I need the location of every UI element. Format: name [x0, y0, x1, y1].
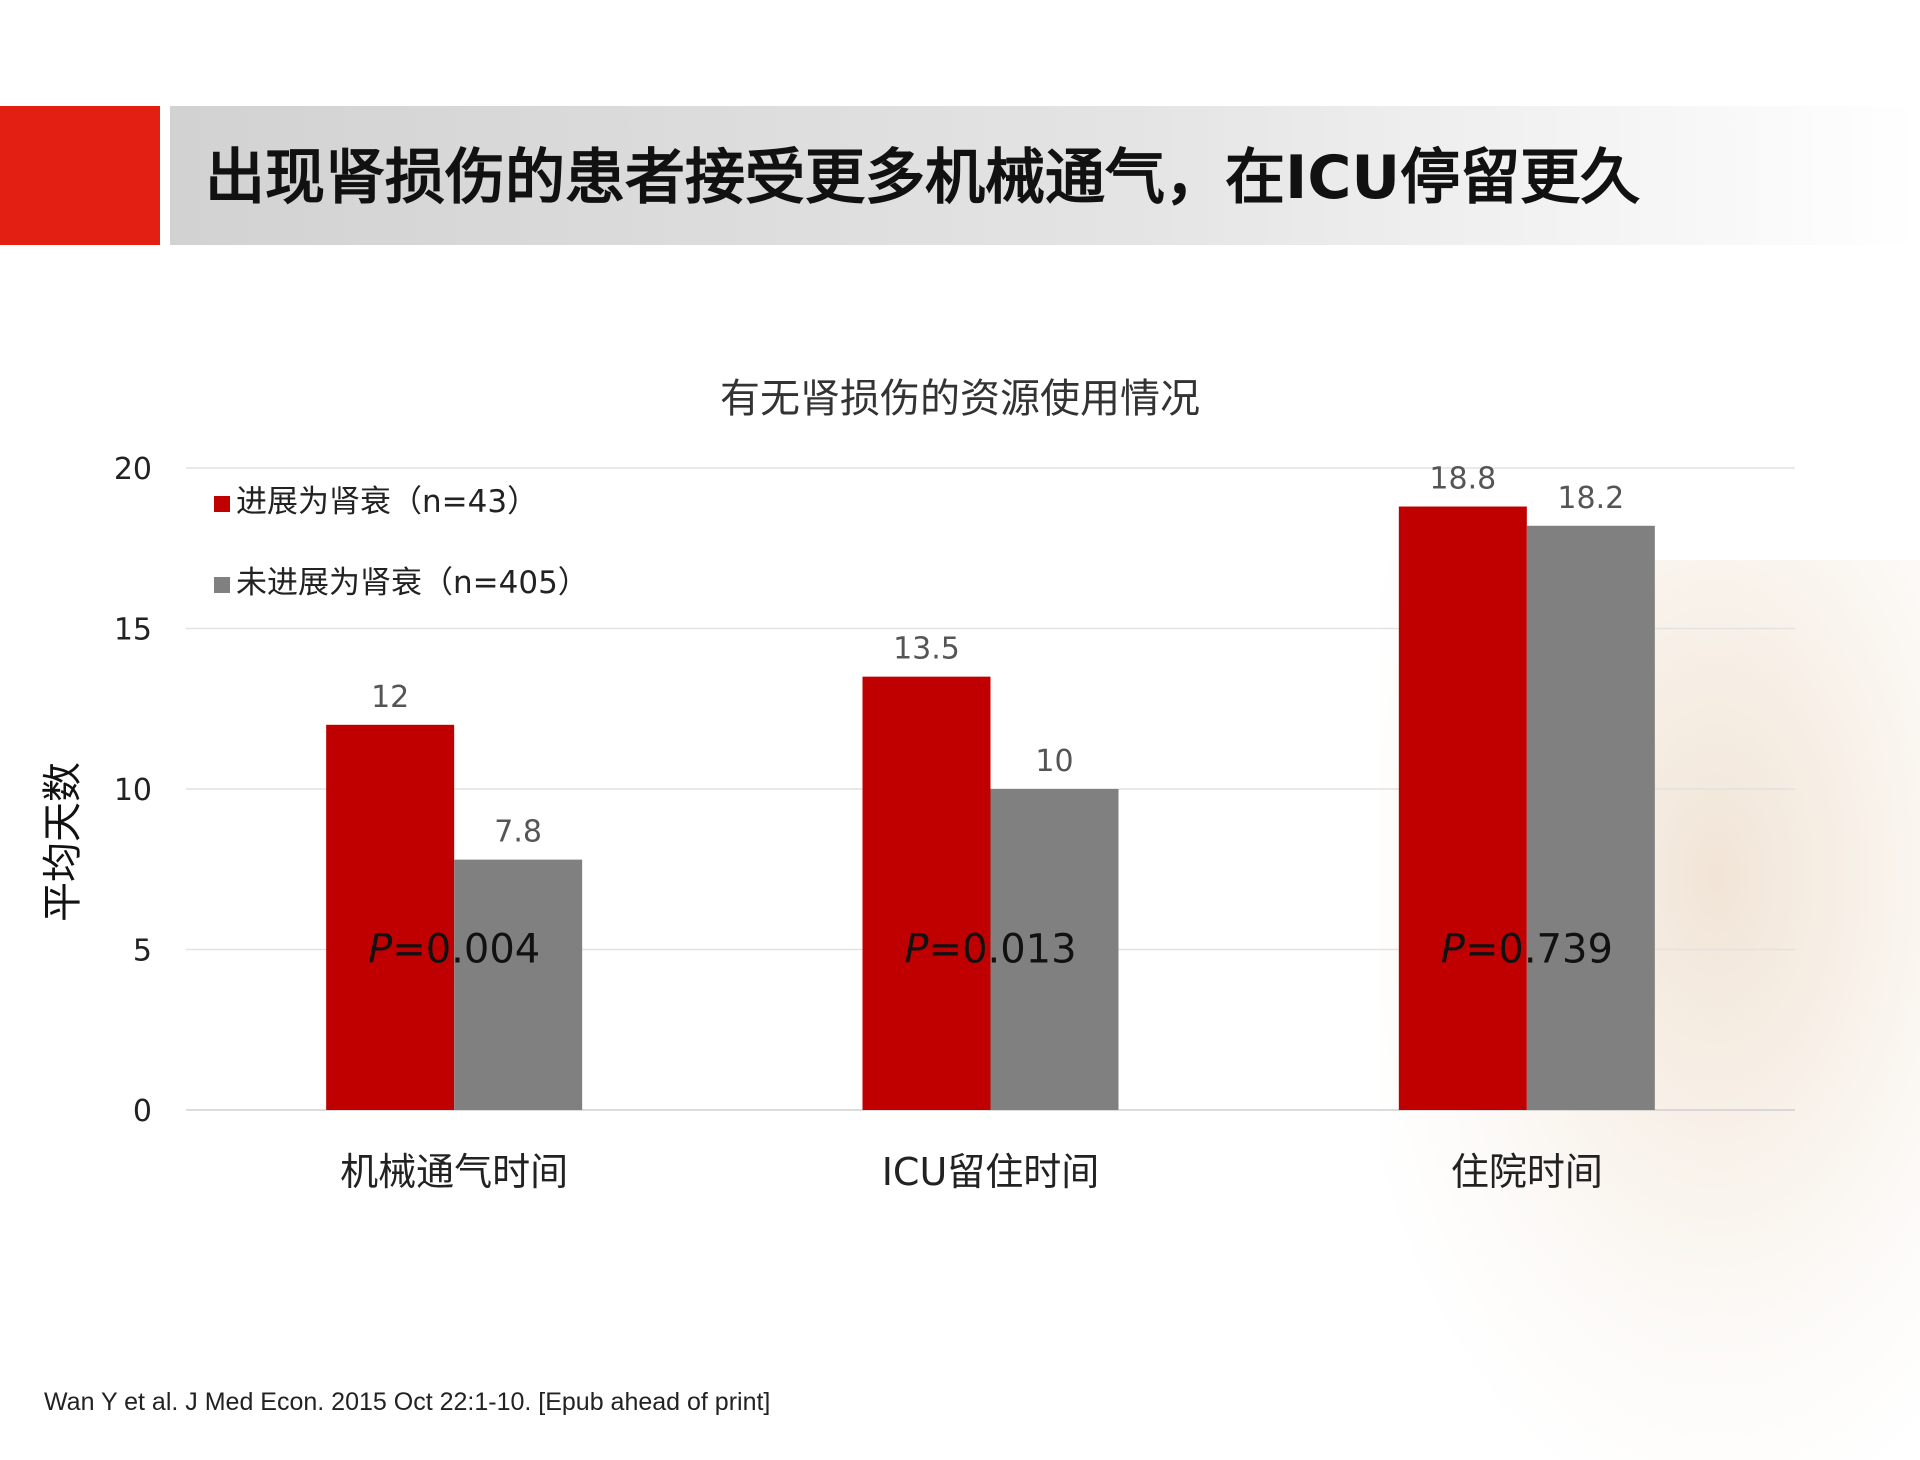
- data-label: 18.2: [1557, 481, 1624, 516]
- data-label: 12: [371, 680, 409, 715]
- bar: [990, 789, 1119, 1110]
- p-value-annotation: P=0.739: [1441, 927, 1613, 973]
- category-label: ICU留住时间: [882, 1150, 1100, 1194]
- title-band: [170, 106, 1920, 245]
- data-label: 18.8: [1429, 462, 1496, 497]
- bar: [1398, 506, 1527, 1110]
- y-tick-label: 20: [114, 452, 152, 487]
- y-tick-label: 5: [133, 934, 152, 969]
- legend-label: 未进展为肾衰（n=405）: [236, 565, 589, 601]
- title-accent-block: [0, 106, 160, 245]
- category-label: 住院时间: [1451, 1150, 1603, 1194]
- legend-swatch: [214, 496, 230, 512]
- chart-title: 有无肾损伤的资源使用情况: [720, 376, 1200, 422]
- category-label: 机械通气时间: [340, 1150, 568, 1194]
- y-tick-label: 0: [133, 1094, 152, 1129]
- p-value-annotation: P=0.004: [368, 927, 540, 973]
- slide-title: 出现肾损伤的患者接受更多机械通气，在ICU停留更久: [205, 143, 1641, 213]
- bar: [454, 859, 583, 1110]
- citation: Wan Y et al. J Med Econ. 2015 Oct 22:1-1…: [44, 1388, 771, 1416]
- bar: [326, 724, 455, 1110]
- data-label: 7.8: [494, 815, 542, 850]
- bar: [862, 676, 991, 1110]
- data-label: 13.5: [893, 632, 960, 667]
- y-axis-label: 平均天数: [40, 762, 86, 922]
- bar: [1526, 525, 1655, 1110]
- data-label: 10: [1035, 744, 1073, 779]
- y-tick-label: 10: [114, 773, 152, 808]
- y-tick-label: 15: [114, 613, 152, 648]
- legend-label: 进展为肾衰（n=43）: [236, 484, 538, 520]
- legend-swatch: [214, 577, 230, 593]
- p-value-annotation: P=0.013: [904, 927, 1076, 973]
